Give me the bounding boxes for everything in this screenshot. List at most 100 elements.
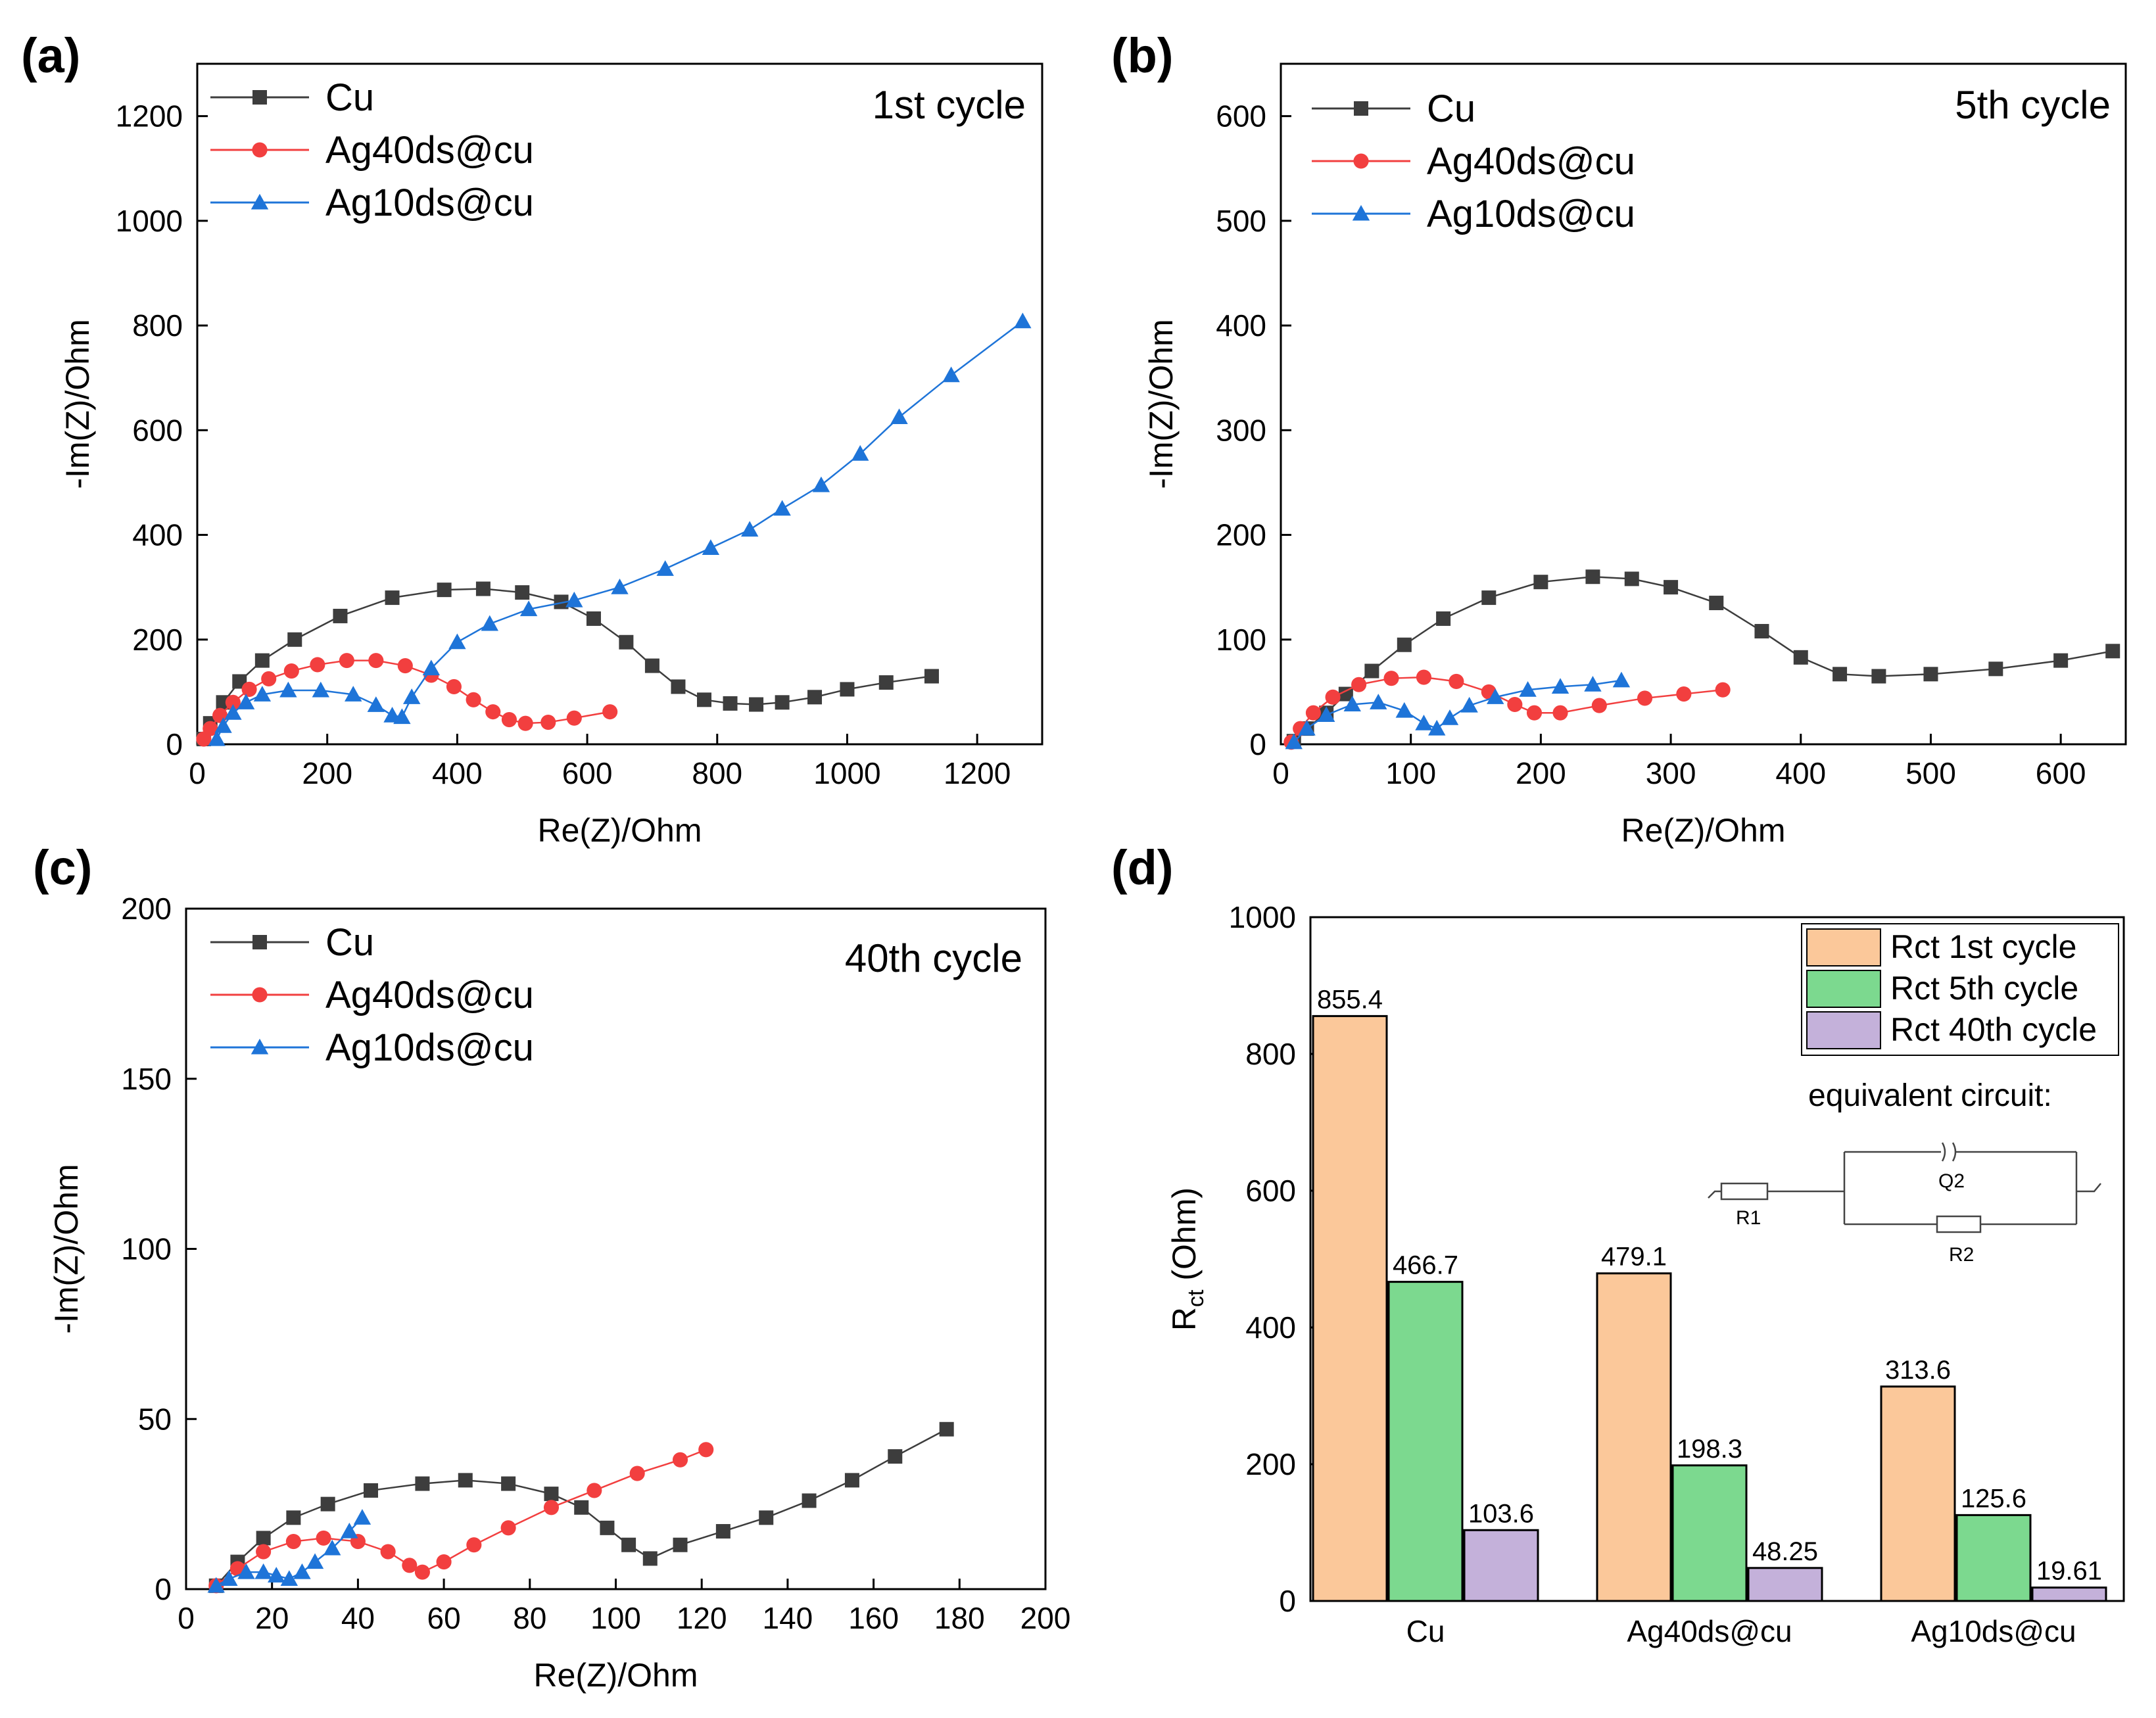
series-Ag10ds@cu [208,312,1032,746]
legend-label: Rct 1st cycle [1890,928,2076,965]
bar-value-label: 855.4 [1317,985,1383,1014]
data-point [254,1563,272,1579]
panel-letter: (c) [33,840,92,895]
plot-frame [1280,62,2127,746]
data-point [702,539,720,556]
data-point [333,608,348,623]
data-point [1624,571,1639,586]
x-tick-label: 120 [677,1601,727,1635]
data-point [446,679,462,694]
x-tick-label: 800 [692,756,742,790]
x-axis-label: Re(Z)/Ohm [534,1657,698,1694]
y-tick-label: 200 [1216,518,1266,552]
data-point [237,694,255,709]
x-tick-label: 160 [848,1601,899,1635]
circuit-wire [2076,1183,2101,1193]
series-Ag10ds@cu [207,1509,371,1593]
legend-label: Cu [325,76,374,119]
data-point [203,721,218,736]
legend-label: Ag40ds@cu [325,129,534,172]
data-point [1709,596,1724,611]
data-point [341,1522,358,1539]
legend-swatch [1806,970,1881,1008]
legend-swatch [1806,928,1881,966]
bar-value-label: 125.6 [1961,1484,2026,1513]
data-point [293,1563,311,1579]
legend-label: Cu [325,921,374,964]
legend-marker [252,142,268,158]
cycle-annotation: 40th cycle [845,936,1022,980]
data-point [225,694,241,710]
data-point [501,1476,516,1491]
cycle-annotation: 1st cycle [873,83,1026,127]
data-point [1317,706,1335,722]
data-point [286,1510,301,1525]
legend-label: Cu [1427,87,1475,130]
data-point [437,583,452,598]
y-tick-label: 50 [138,1402,172,1436]
x-tick-label: 40 [341,1601,375,1635]
data-point [323,1539,341,1556]
data-point [385,590,400,606]
data-point [2105,644,2120,659]
data-point [543,1500,560,1515]
data-point [574,1500,589,1515]
data-point [939,1421,954,1437]
x-tick-label: 1200 [944,756,1011,790]
data-point [208,730,226,746]
data-point [878,675,894,690]
data-point [602,704,618,720]
data-point [364,1483,379,1498]
data-point [367,696,385,712]
bar [1387,1281,1464,1602]
data-point [320,1496,335,1512]
data-point [1383,671,1399,686]
data-point [1754,624,1769,639]
data-point [840,682,855,697]
y-axis-label: -Im(Z)/Ohm [59,319,96,489]
data-point [1397,637,1412,652]
x-tick-label: 100 [1385,756,1436,790]
data-point [214,717,232,733]
data-point [279,681,297,698]
y-tick-label: 100 [121,1232,172,1266]
series-Cu [208,1421,954,1593]
data-point [587,1483,602,1498]
x-tick-label: 300 [1646,756,1696,790]
x-tick-label: 400 [432,756,483,790]
data-point [519,600,538,617]
data-point [565,591,583,608]
x-tick-label: 0 [189,756,206,790]
legend-marker [251,1038,269,1055]
data-point [1014,312,1032,329]
data-point [586,611,601,626]
data-point [1833,667,1848,682]
data-point [600,1520,615,1535]
data-point [353,1509,371,1525]
plot-frame [196,62,1043,746]
data-point [414,1564,430,1580]
data-point [306,1553,324,1569]
data-point [1364,663,1379,679]
series-line [1293,575,2113,742]
bar-value-label: 48.25 [1752,1537,1818,1566]
data-point [1676,686,1692,702]
data-point [1460,696,1478,713]
data-point [339,653,354,669]
x-tick-label: 600 [2036,756,2086,790]
data-point [287,632,302,647]
legend-label: Rct 5th cycle [1890,970,2078,1007]
data-point [256,1531,271,1546]
data-point [924,669,939,684]
data-point [671,679,686,694]
data-point [629,1466,645,1481]
y-tick-label: 600 [1216,99,1266,133]
data-point [224,704,242,720]
data-point [642,1551,658,1566]
x-axis-label: Re(Z)/Ohm [538,812,702,849]
data-point [942,366,960,383]
y-tick-label: 400 [132,518,183,552]
panel-bar: 0 200 400 600 800 1000 Rct (Ohm) (d) Cu 855.4 466.… [1111,840,2125,1648]
data-point [621,1537,636,1552]
data-point [888,1449,903,1464]
